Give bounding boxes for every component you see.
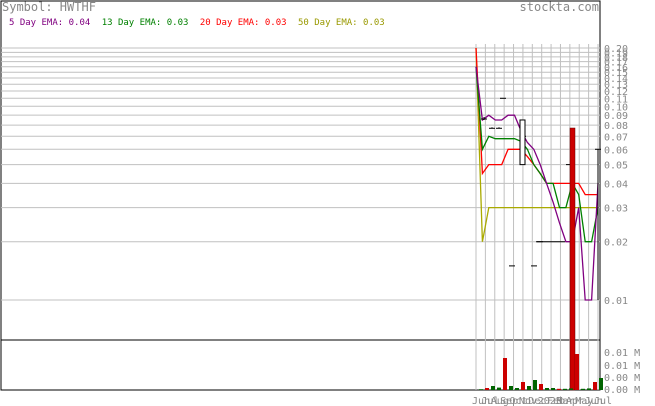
price-tick-label: 0.14 xyxy=(604,74,628,85)
volume-bar xyxy=(599,378,603,390)
price-tick-label: 0.12 xyxy=(604,87,628,98)
date-tick-label: Jul xyxy=(594,396,612,406)
ema13-line xyxy=(475,66,599,243)
legend-ema5: 5 Day EMA: 0.04 xyxy=(9,18,91,28)
volume-bar xyxy=(509,386,513,390)
volume-bars xyxy=(479,354,603,390)
spike-bar xyxy=(569,127,576,391)
volume-tick-label: 0.00 M xyxy=(604,373,640,384)
price-tick-label: 0.05 xyxy=(604,161,628,172)
price-tick-label: 0.06 xyxy=(604,145,628,156)
price-tick-label: 0.19 xyxy=(604,48,628,59)
chart-frame xyxy=(0,0,601,391)
legend-ema13: 13 Day EMA: 0.03 xyxy=(101,18,189,28)
price-grid xyxy=(1,47,600,301)
date-tick-label: Dec xyxy=(528,396,546,406)
date-tick-label: Mar xyxy=(556,396,574,406)
ema-lines xyxy=(475,47,599,301)
legend-ema20: 20 Day EMA: 0.03 xyxy=(199,18,287,28)
date-tick-label: Jun xyxy=(585,396,603,406)
price-bars xyxy=(481,97,601,391)
price-tick-label: 0.20 xyxy=(604,44,628,55)
ema50-line xyxy=(475,47,598,242)
price-tick-label: 0.13 xyxy=(604,80,628,91)
plot-border xyxy=(0,0,601,391)
volume-bar xyxy=(581,388,585,390)
site-label[interactable]: stockta.com xyxy=(519,0,599,14)
price-tick-label: 0.18 xyxy=(604,53,628,64)
volume-bar xyxy=(515,388,519,390)
price-tick-label: 0.15 xyxy=(604,68,628,79)
price-candle xyxy=(519,119,526,166)
date-tick-label: Aug xyxy=(491,396,509,406)
date-tick-label: Nov xyxy=(519,396,537,406)
volume-bar xyxy=(485,388,489,390)
price-tick-label: 0.16 xyxy=(604,63,628,74)
date-tick-label: Jun xyxy=(472,396,490,406)
date-tick-label: May xyxy=(575,396,593,406)
volume-bar xyxy=(527,386,531,390)
volume-bar xyxy=(539,384,543,390)
volume-bar xyxy=(503,358,507,390)
volume-bar xyxy=(491,386,495,390)
volume-bar xyxy=(593,382,597,390)
ema5-line xyxy=(475,66,599,301)
date-tick-labels: JunJulAugSepOctNovDec2023FebMarAprMayJun… xyxy=(472,396,612,406)
volume-tick-label: 0.01 M xyxy=(604,361,640,372)
date-tick-label: Jul xyxy=(481,396,499,406)
price-tick-labels: 0.200.190.180.170.160.150.140.130.120.11… xyxy=(604,44,628,307)
symbol-label: Symbol: HWTHF xyxy=(2,0,96,14)
volume-bar xyxy=(521,382,525,390)
date-tick-label: Oct xyxy=(510,396,528,406)
date-tick-label: Feb xyxy=(547,396,565,406)
price-tick-label: 0.04 xyxy=(604,179,628,190)
date-tick-label: Apr xyxy=(566,396,584,406)
volume-bar xyxy=(575,354,579,390)
volume-bar xyxy=(479,389,483,390)
price-tick-label: 0.09 xyxy=(604,111,628,122)
price-tick-label: 0.17 xyxy=(604,58,628,69)
price-tick-label: 0.10 xyxy=(604,102,628,113)
volume-tick-labels: 0.01 M0.01 M0.00 M0.00 M xyxy=(604,348,640,396)
volume-bar xyxy=(545,388,549,390)
volume-bar xyxy=(569,388,573,390)
volume-bar xyxy=(497,387,501,390)
volume-tick-label: 0.01 M xyxy=(604,348,640,359)
price-tick-label: 0.08 xyxy=(604,121,628,132)
volume-tick-label: 0.00 M xyxy=(604,385,640,396)
volume-bar xyxy=(533,380,537,390)
volume-bar xyxy=(557,388,561,390)
ema-legend: 5 Day EMA: 0.04 13 Day EMA: 0.03 20 Day … xyxy=(9,18,391,28)
volume-bar xyxy=(563,388,567,390)
price-tick-label: 0.11 xyxy=(604,94,628,105)
volume-bar xyxy=(551,388,555,390)
volume-bar xyxy=(587,388,591,390)
price-tick-label: 0.03 xyxy=(604,204,628,215)
date-tick-label: 2023 xyxy=(538,396,562,406)
price-tick-label: 0.07 xyxy=(604,132,628,143)
legend-ema50: 50 Day EMA: 0.03 xyxy=(298,18,385,28)
price-tick-label: 0.01 xyxy=(604,296,628,307)
price-tick-label: 0.02 xyxy=(604,238,628,249)
date-tick-label: Sep xyxy=(500,396,518,406)
